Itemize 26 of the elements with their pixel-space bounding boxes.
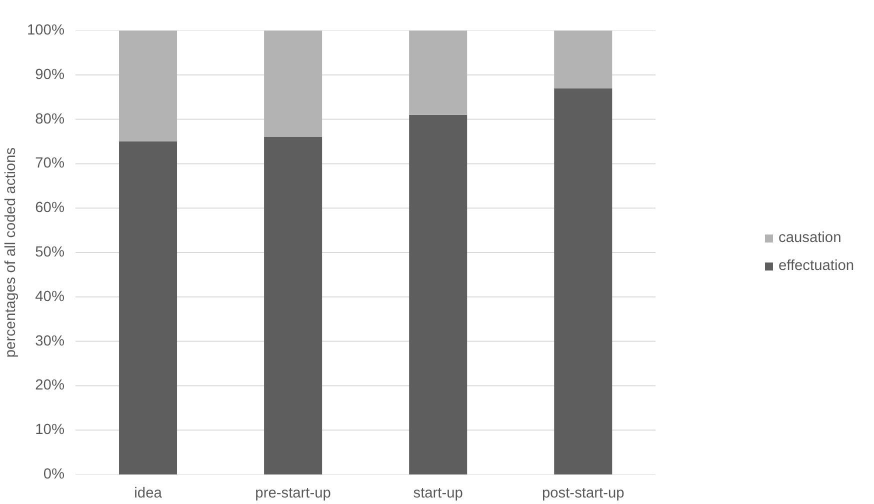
- y-tick-label: 100%: [27, 22, 65, 38]
- bar: [264, 30, 322, 138]
- bar: [409, 114, 468, 474]
- bar: [554, 88, 612, 474]
- y-tick-label: 0%: [43, 466, 65, 482]
- bar: [119, 30, 178, 142]
- legend-label: causation: [778, 230, 842, 246]
- bar: [119, 142, 178, 474]
- y-tick-label: 50%: [35, 244, 65, 260]
- bar: [409, 30, 468, 115]
- x-tick-label: start-up: [413, 486, 463, 502]
- y-tick-label: 20%: [35, 378, 65, 394]
- bar: [554, 30, 612, 88]
- legend-label: effectuation: [778, 258, 854, 274]
- y-tick-label: 40%: [35, 288, 65, 305]
- x-tick-label: post-start-up: [542, 486, 624, 502]
- y-tick-label: 30%: [35, 333, 65, 350]
- y-tick-label: 10%: [35, 422, 65, 438]
- x-tick-label: idea: [134, 486, 163, 502]
- y-tick-label: 70%: [35, 156, 65, 172]
- y-tick-label: 80%: [35, 111, 65, 128]
- x-tick-label: pre-start-up: [255, 486, 331, 502]
- bar: [264, 137, 322, 474]
- y-axis-title: percentages of all coded actions: [3, 147, 20, 358]
- y-tick-label: 60%: [35, 200, 65, 216]
- y-tick-label: 90%: [35, 66, 65, 83]
